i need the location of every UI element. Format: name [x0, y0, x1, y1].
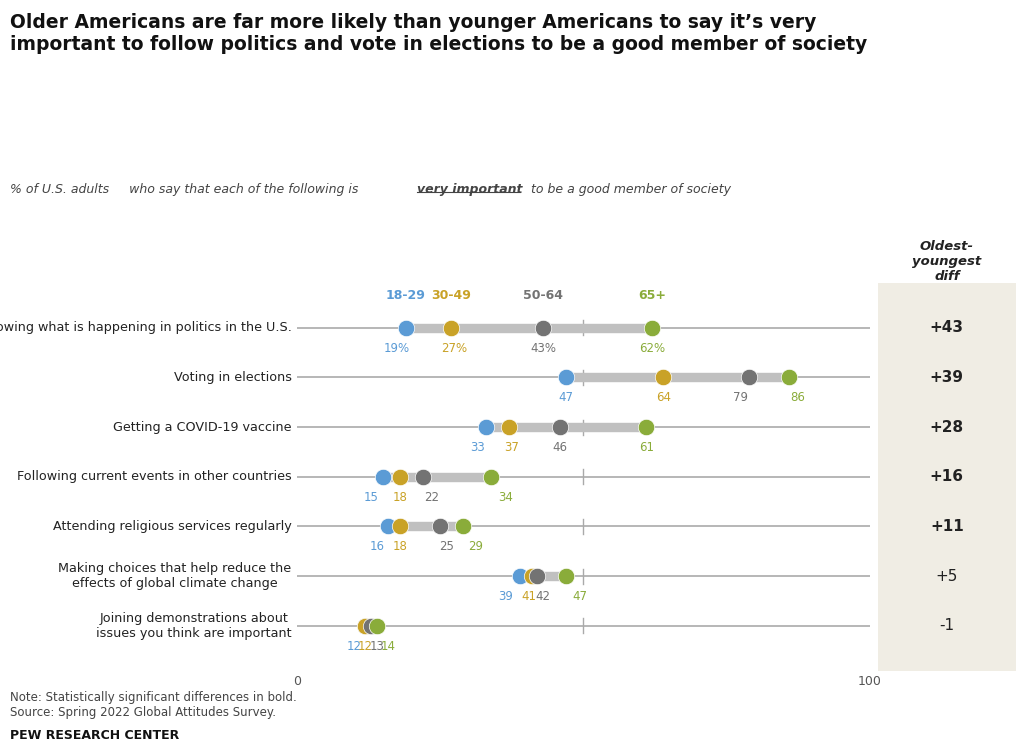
Text: Older Americans are far more likely than younger Americans to say it’s very
impo: Older Americans are far more likely than… — [10, 13, 868, 54]
Point — [512, 570, 528, 582]
Point — [357, 620, 373, 632]
Text: very important: very important — [417, 183, 523, 195]
Text: 12: 12 — [358, 640, 373, 653]
Point — [782, 372, 798, 384]
Point — [500, 421, 517, 433]
Text: 13: 13 — [369, 640, 385, 653]
Text: 37: 37 — [504, 441, 519, 454]
Point — [374, 471, 391, 483]
Text: 34: 34 — [498, 491, 514, 504]
Text: 62%: 62% — [638, 342, 665, 355]
Text: Attending religious services regularly: Attending religious services regularly — [53, 520, 292, 533]
Text: 19%: 19% — [384, 342, 410, 355]
Text: 86: 86 — [791, 391, 805, 405]
Text: 50-64: 50-64 — [523, 289, 563, 302]
Point — [414, 471, 431, 483]
Text: Following what is happening in politics in the U.S.: Following what is happening in politics … — [0, 321, 292, 335]
Point — [638, 421, 655, 433]
Text: 41: 41 — [521, 590, 536, 603]
Text: Getting a COVID-19 vaccine: Getting a COVID-19 vaccine — [114, 421, 292, 434]
Text: +39: +39 — [930, 370, 964, 385]
Text: -1: -1 — [939, 618, 954, 633]
Text: +16: +16 — [930, 469, 964, 484]
Text: Making choices that help reduce the
effects of global climate change: Making choices that help reduce the effe… — [58, 562, 292, 590]
Text: 18: 18 — [393, 540, 407, 554]
Text: 18: 18 — [393, 491, 407, 504]
Text: % of U.S. adults     who say that each of the following is: % of U.S. adults who say that each of th… — [10, 183, 362, 195]
Text: PEW RESEARCH CENTER: PEW RESEARCH CENTER — [10, 729, 179, 741]
Point — [552, 421, 569, 433]
Text: 29: 29 — [468, 540, 483, 554]
Text: 79: 79 — [733, 391, 748, 405]
Point — [655, 372, 671, 384]
Text: Voting in elections: Voting in elections — [174, 371, 292, 384]
Text: Source: Spring 2022 Global Attitudes Survey.: Source: Spring 2022 Global Attitudes Sur… — [10, 706, 276, 718]
Text: 61: 61 — [638, 441, 654, 454]
Point — [741, 372, 757, 384]
Text: 22: 22 — [424, 491, 439, 504]
Text: Oldest-
youngest
diff: Oldest- youngest diff — [913, 240, 981, 283]
Text: 42: 42 — [535, 590, 550, 603]
Point — [478, 421, 494, 433]
Text: +43: +43 — [930, 320, 964, 335]
Point — [535, 322, 551, 334]
Text: 27%: 27% — [441, 342, 468, 355]
Text: 25: 25 — [439, 540, 454, 554]
Text: 47: 47 — [573, 590, 588, 603]
Point — [432, 521, 448, 533]
Text: 65+: 65+ — [638, 289, 666, 302]
Text: 15: 15 — [364, 491, 379, 504]
Text: +5: +5 — [936, 568, 958, 583]
Point — [368, 620, 385, 632]
Point — [392, 521, 408, 533]
Point — [443, 322, 459, 334]
Text: to be a good member of society: to be a good member of society — [527, 183, 730, 195]
Text: Note: Statistically significant differences in bold.: Note: Statistically significant differen… — [10, 691, 297, 704]
Text: Joining demonstrations about
issues you think are important: Joining demonstrations about issues you … — [96, 612, 292, 640]
Point — [363, 620, 380, 632]
Text: 16: 16 — [369, 540, 385, 554]
Text: 14: 14 — [381, 640, 396, 653]
Point — [558, 570, 574, 582]
Text: Following current events in other countries: Following current events in other countr… — [16, 470, 292, 484]
Text: 39: 39 — [498, 590, 514, 603]
Text: 18-29: 18-29 — [386, 289, 426, 302]
Point — [558, 372, 574, 384]
Text: 46: 46 — [552, 441, 568, 454]
Point — [397, 322, 413, 334]
Point — [381, 521, 397, 533]
Point — [483, 471, 499, 483]
Text: 43%: 43% — [530, 342, 557, 355]
Text: 64: 64 — [656, 391, 671, 405]
Point — [529, 570, 545, 582]
Text: 33: 33 — [470, 441, 485, 454]
Text: 12: 12 — [347, 640, 361, 653]
Point — [357, 620, 373, 632]
Text: +28: +28 — [930, 419, 964, 434]
Text: 47: 47 — [559, 391, 574, 405]
Point — [524, 570, 540, 582]
Point — [392, 471, 408, 483]
Point — [643, 322, 660, 334]
Point — [454, 521, 471, 533]
Text: 30-49: 30-49 — [432, 289, 472, 302]
Text: +11: +11 — [930, 519, 964, 534]
